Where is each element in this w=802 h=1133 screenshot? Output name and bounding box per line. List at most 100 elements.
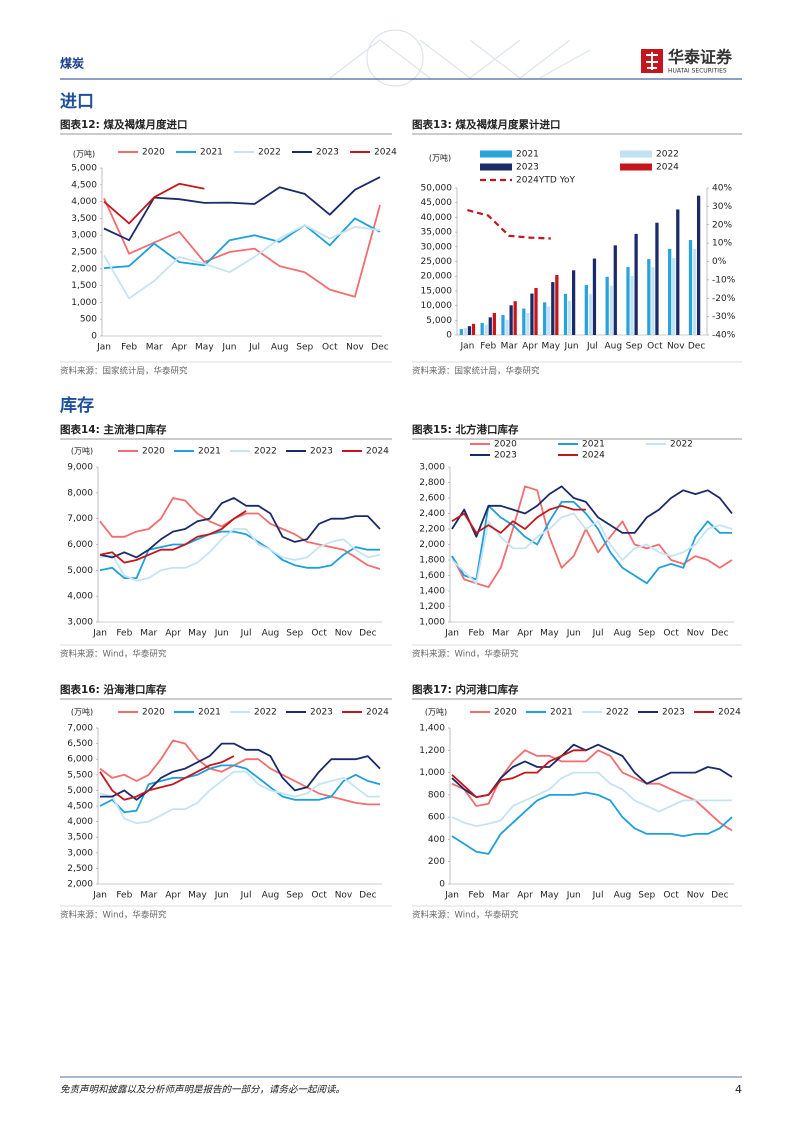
- x-tick-label: Jan: [459, 342, 474, 352]
- x-tick-label: Jul: [586, 342, 598, 352]
- y-tick-label: 9,000: [67, 463, 93, 473]
- bar: [655, 222, 659, 335]
- y-tick-label: 4,000: [71, 197, 97, 207]
- y2-tick-label: 20%: [712, 220, 732, 230]
- bar: [626, 267, 630, 335]
- line-series: [99, 764, 381, 814]
- x-tick-label: Jan: [444, 629, 459, 639]
- y-tick-label: 2,400: [419, 509, 445, 519]
- bar: [505, 319, 509, 335]
- line-series: [103, 217, 381, 269]
- x-tick-label: Mar: [492, 891, 509, 901]
- y-tick-label: 4,000: [67, 817, 93, 827]
- y-axis-unit: (万吨): [71, 707, 93, 717]
- legend-label: 2022: [656, 150, 679, 160]
- x-tick-label: Feb: [480, 342, 496, 352]
- line-series: [99, 530, 380, 579]
- y-tick-label: 5,000: [67, 786, 93, 796]
- bar: [692, 248, 697, 335]
- bar: [526, 312, 530, 335]
- bar: [488, 317, 492, 335]
- x-tick-label: Mar: [501, 342, 518, 352]
- x-tick-label: Oct: [663, 891, 679, 901]
- legend-label: 2022: [258, 148, 281, 158]
- y-axis-unit: (万吨): [425, 707, 447, 717]
- bar: [459, 329, 463, 335]
- legend-label: 2020: [494, 708, 517, 718]
- x-tick-label: Dec: [688, 342, 705, 352]
- y-tick-label: 2,000: [419, 540, 445, 550]
- bar: [484, 324, 488, 335]
- y-tick-label: 2,500: [67, 864, 93, 874]
- x-tick-label: Nov: [687, 891, 705, 901]
- bar: [543, 302, 547, 335]
- legend-label: 2021: [550, 708, 573, 718]
- y-tick-label: 5,000: [67, 566, 93, 576]
- y2-tick-label: -20%: [712, 294, 736, 304]
- line-series: [103, 182, 205, 225]
- y-tick-label: 500: [80, 315, 97, 325]
- x-tick-label: May: [195, 343, 214, 353]
- y-tick-label: 20,000: [421, 272, 453, 282]
- source-note: 资料来源：Wind，华泰研究: [60, 649, 167, 660]
- x-tick-label: Feb: [121, 343, 137, 353]
- bar: [492, 312, 496, 335]
- bar: [509, 305, 513, 335]
- x-tick-label: Jul: [240, 629, 252, 639]
- page-number: 4: [735, 1083, 742, 1096]
- bar: [530, 293, 534, 335]
- y-tick-label: 2,000: [67, 880, 93, 890]
- legend-label: 2023: [310, 708, 333, 718]
- x-tick-label: Aug: [271, 343, 289, 353]
- chart-caption: 图表12: 煤及褐煤月度进口: [60, 118, 187, 131]
- line-series: [451, 791, 733, 855]
- y-tick-label: 1,800: [419, 556, 445, 566]
- x-tick-label: Apr: [165, 629, 181, 639]
- x-tick-label: Jun: [221, 343, 236, 353]
- x-tick-label: Apr: [517, 891, 533, 901]
- x-tick-label: Aug: [604, 342, 622, 352]
- y-axis-unit: (万吨): [73, 149, 95, 159]
- y2-tick-label: -40%: [712, 331, 736, 341]
- y-tick-label: 7,000: [67, 514, 93, 524]
- y-tick-label: 600: [428, 813, 445, 823]
- x-tick-label: Aug: [614, 891, 632, 901]
- chart-caption: 图表16: 沿海港口库存: [60, 683, 167, 696]
- source-note: 资料来源：国家统计局，华泰研究: [412, 366, 540, 377]
- x-tick-label: Apr: [165, 891, 181, 901]
- bar: [634, 233, 638, 335]
- line-series: [99, 770, 380, 825]
- legend-label: 2022: [254, 708, 277, 718]
- y-tick-label: 8,000: [67, 488, 93, 498]
- chart-caption: 图表14: 主流港口库存: [60, 423, 167, 436]
- y-tick-label: 3,000: [67, 848, 93, 858]
- legend-label: 2021: [582, 440, 605, 450]
- y-tick-label: 5,000: [71, 164, 97, 174]
- y-axis-unit: (万吨): [429, 153, 451, 163]
- y-tick-label: 1,400: [419, 587, 445, 597]
- y-tick-label: 2,800: [419, 478, 445, 488]
- x-tick-label: Nov: [335, 629, 353, 639]
- bar: [613, 245, 617, 335]
- x-tick-label: Sep: [626, 342, 643, 352]
- bar: [463, 327, 468, 335]
- bar: [605, 276, 609, 335]
- x-tick-label: Jan: [92, 891, 107, 901]
- y-tick-label: 3,000: [71, 231, 97, 241]
- x-tick-label: Sep: [638, 629, 655, 639]
- bar: [551, 282, 555, 335]
- x-tick-label: Sep: [638, 891, 655, 901]
- bar: [588, 294, 593, 335]
- y-tick-label: 45,000: [421, 198, 453, 208]
- legend-label: 2020: [142, 447, 165, 457]
- line-series: [451, 501, 732, 585]
- y-tick-label: 5,500: [67, 770, 93, 780]
- x-tick-label: Mar: [140, 629, 157, 639]
- x-tick-label: Mar: [492, 629, 509, 639]
- y-tick-label: 3,500: [71, 214, 97, 224]
- bar: [668, 248, 672, 335]
- legend-swatch: [620, 150, 652, 158]
- line-series: [103, 176, 381, 242]
- y-axis-unit: (万吨): [71, 446, 93, 456]
